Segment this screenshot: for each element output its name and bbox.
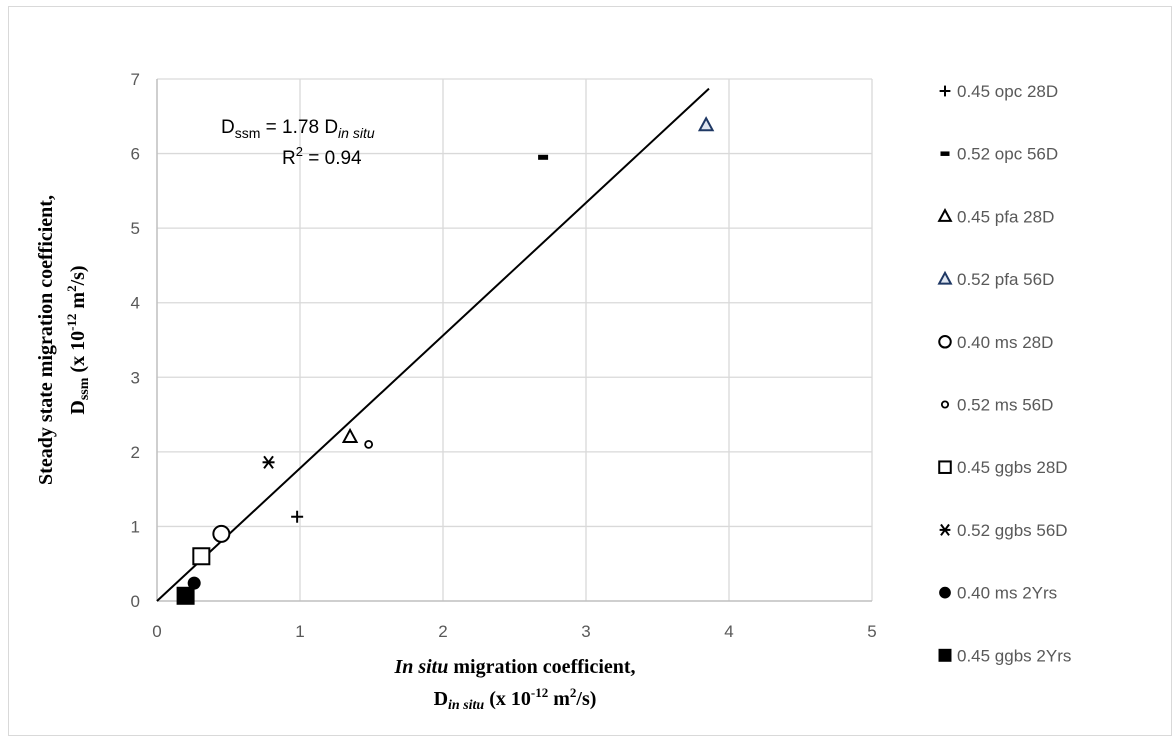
y-tick-label: 4 <box>131 294 140 313</box>
legend-item: 0.52 pfa 56D <box>937 270 1054 289</box>
legend-marker <box>938 460 952 474</box>
x-axis-title-line1: In situ migration coefficient, <box>393 656 635 678</box>
legend-item: 0.40 ms 28D <box>938 333 1053 352</box>
y-tick-label: 2 <box>131 443 140 462</box>
trendline-group <box>156 87 710 602</box>
legend-label: 0.45 ggbs 28D <box>957 458 1068 477</box>
y-tick-labels: 0 1 2 3 4 5 6 7 <box>131 70 140 611</box>
axes <box>156 79 872 602</box>
y-tick-label: 7 <box>131 70 140 89</box>
y-tick-label: 5 <box>131 219 140 238</box>
data-points <box>176 116 715 605</box>
legend-item: 0.52 ggbs 56D <box>939 521 1068 540</box>
grid-lines <box>157 78 873 601</box>
legend-label: 0.40 ms 2Yrs <box>957 584 1057 603</box>
x-tick-label: 1 <box>295 622 304 641</box>
legend-marker <box>938 648 952 662</box>
y-axis-title-line1: Steady state migration coefficient, <box>35 195 57 485</box>
legend-item: 0.52 ms 56D <box>940 396 1053 415</box>
data-point-0-52-ggbs-56d <box>262 455 275 469</box>
x-tick-labels: 0 1 2 3 4 5 <box>152 622 876 641</box>
legend-label: 0.45 pfa 28D <box>957 207 1054 226</box>
legend-label: 0.52 pfa 56D <box>957 270 1054 289</box>
chart-frame <box>8 6 1172 736</box>
x-axis-title-line2: Din situ (x 10-12 m2/s) <box>434 685 597 713</box>
legend-label: 0.52 opc 56D <box>957 145 1058 164</box>
legend-item: 0.52 opc 56D <box>940 145 1058 164</box>
data-point-0-40-ms-28d <box>212 524 231 543</box>
legend-item: 0.45 ggbs 28D <box>938 458 1068 477</box>
data-point-0-45-ggbs-28d <box>192 547 211 566</box>
legend-marker <box>939 586 951 599</box>
data-point-0-52-pfa-56d <box>697 116 715 132</box>
legend-marker <box>937 270 953 285</box>
legend-marker <box>938 335 952 349</box>
legend-label: 0.40 ms 28D <box>957 333 1053 352</box>
legend-marker <box>939 85 951 97</box>
legend-marker <box>937 208 953 222</box>
legend-item: 0.40 ms 2Yrs <box>939 584 1057 603</box>
data-point-0-52-ms-56d <box>364 439 374 449</box>
legend-label: 0.45 opc 28D <box>957 82 1058 101</box>
y-axis-title: Steady state migration coefficient, Dssm… <box>35 195 92 485</box>
legend-label: 0.52 ms 56D <box>957 396 1053 415</box>
x-tick-label: 0 <box>152 622 161 641</box>
y-tick-label: 3 <box>131 368 140 387</box>
legend-item: 0.45 ggbs 2Yrs <box>938 646 1071 665</box>
legend-marker <box>939 523 951 536</box>
data-point-0-45-opc-28d <box>291 510 304 523</box>
data-point-0-45-pfa-28d <box>341 427 359 443</box>
y-tick-label: 1 <box>131 517 140 536</box>
trendline <box>156 87 710 602</box>
y-tick-label: 0 <box>131 592 140 611</box>
legend-item: 0.45 pfa 28D <box>937 207 1054 226</box>
x-tick-label: 5 <box>867 622 876 641</box>
legend-label: 0.45 ggbs 2Yrs <box>957 646 1071 665</box>
data-point-0-52-opc-56d <box>538 154 549 160</box>
data-point-0-45-ggbs-2yrs <box>176 586 195 605</box>
x-tick-label: 3 <box>581 622 590 641</box>
legend-marker <box>940 400 950 409</box>
data-point-0-40-ms-2yrs <box>187 576 201 590</box>
y-axis-title-line2: Dssm (x 10-12 m2/s) <box>64 265 92 414</box>
x-tick-label: 2 <box>438 622 447 641</box>
trendline-r2: R2 = 0.94 <box>282 144 362 169</box>
legend-item: 0.45 opc 28D <box>939 82 1058 101</box>
legend: 0.45 opc 28D 0.52 opc 56D 0.45 pfa 28D 0.52… <box>937 82 1071 665</box>
legend-label: 0.52 ggbs 56D <box>957 521 1068 540</box>
trendline-equation: Dssm = 1.78 Din situ <box>221 117 375 141</box>
legend-marker <box>940 151 950 156</box>
x-tick-label: 4 <box>724 622 733 641</box>
y-tick-label: 6 <box>131 145 140 164</box>
